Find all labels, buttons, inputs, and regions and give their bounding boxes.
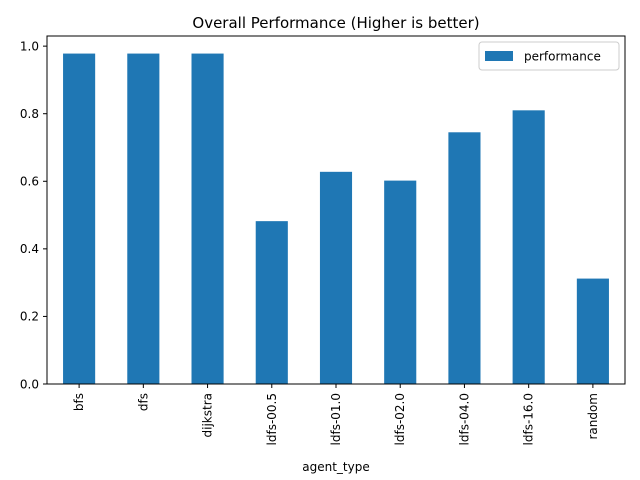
x-axis: bfs dfs dijkstra ldfs-00.5 ldfs-01.0 ldfs-02.… (72, 384, 600, 445)
legend-label-performance: performance (524, 50, 601, 64)
y-axis: 0.0 0.2 0.4 0.6 0.8 1.0 (20, 39, 47, 391)
y-tick-label: 1.0 (20, 39, 39, 53)
bar-ldfs-01.0 (319, 171, 353, 384)
x-tick-label-ldfs-00.5: ldfs-00.5 (265, 393, 279, 445)
x-tick-label-ldfs-02.0: ldfs-02.0 (393, 393, 407, 445)
x-tick-label-random: random (586, 393, 600, 440)
bar-ldfs-04.0 (448, 132, 481, 384)
x-tick-label-dfs: dfs (136, 393, 150, 411)
x-tick-label-bfs: bfs (72, 393, 86, 411)
x-axis-label: agent_type (302, 460, 369, 474)
plot-area (46, 35, 626, 385)
y-tick-label: 0.6 (20, 175, 39, 189)
bar-random (576, 278, 609, 384)
y-tick-label: 0.0 (20, 377, 39, 391)
bar-dijkstra (191, 53, 224, 384)
chart-title: Overall Performance (Higher is better) (192, 14, 479, 32)
x-tick-label-ldfs-16.0: ldfs-16.0 (522, 393, 536, 445)
legend-frame (478, 41, 620, 71)
bar-ldfs-00.5 (255, 221, 288, 384)
y-tick-label: 0.8 (20, 107, 39, 121)
bar-ldfs-02.0 (384, 180, 417, 384)
x-tick-label-dijkstra: dijkstra (201, 393, 215, 437)
y-tick-label: 0.4 (20, 242, 39, 256)
legend: performance (478, 41, 620, 71)
bar-ldfs-16.0 (512, 110, 545, 385)
legend-swatch (485, 51, 513, 61)
bar-bfs (63, 53, 96, 384)
bar-dfs (127, 53, 160, 384)
x-tick-label-ldfs-01.0: ldfs-01.0 (329, 393, 343, 445)
y-tick-label: 0.2 (20, 310, 39, 324)
x-tick-label-ldfs-04.0: ldfs-04.0 (457, 393, 471, 445)
